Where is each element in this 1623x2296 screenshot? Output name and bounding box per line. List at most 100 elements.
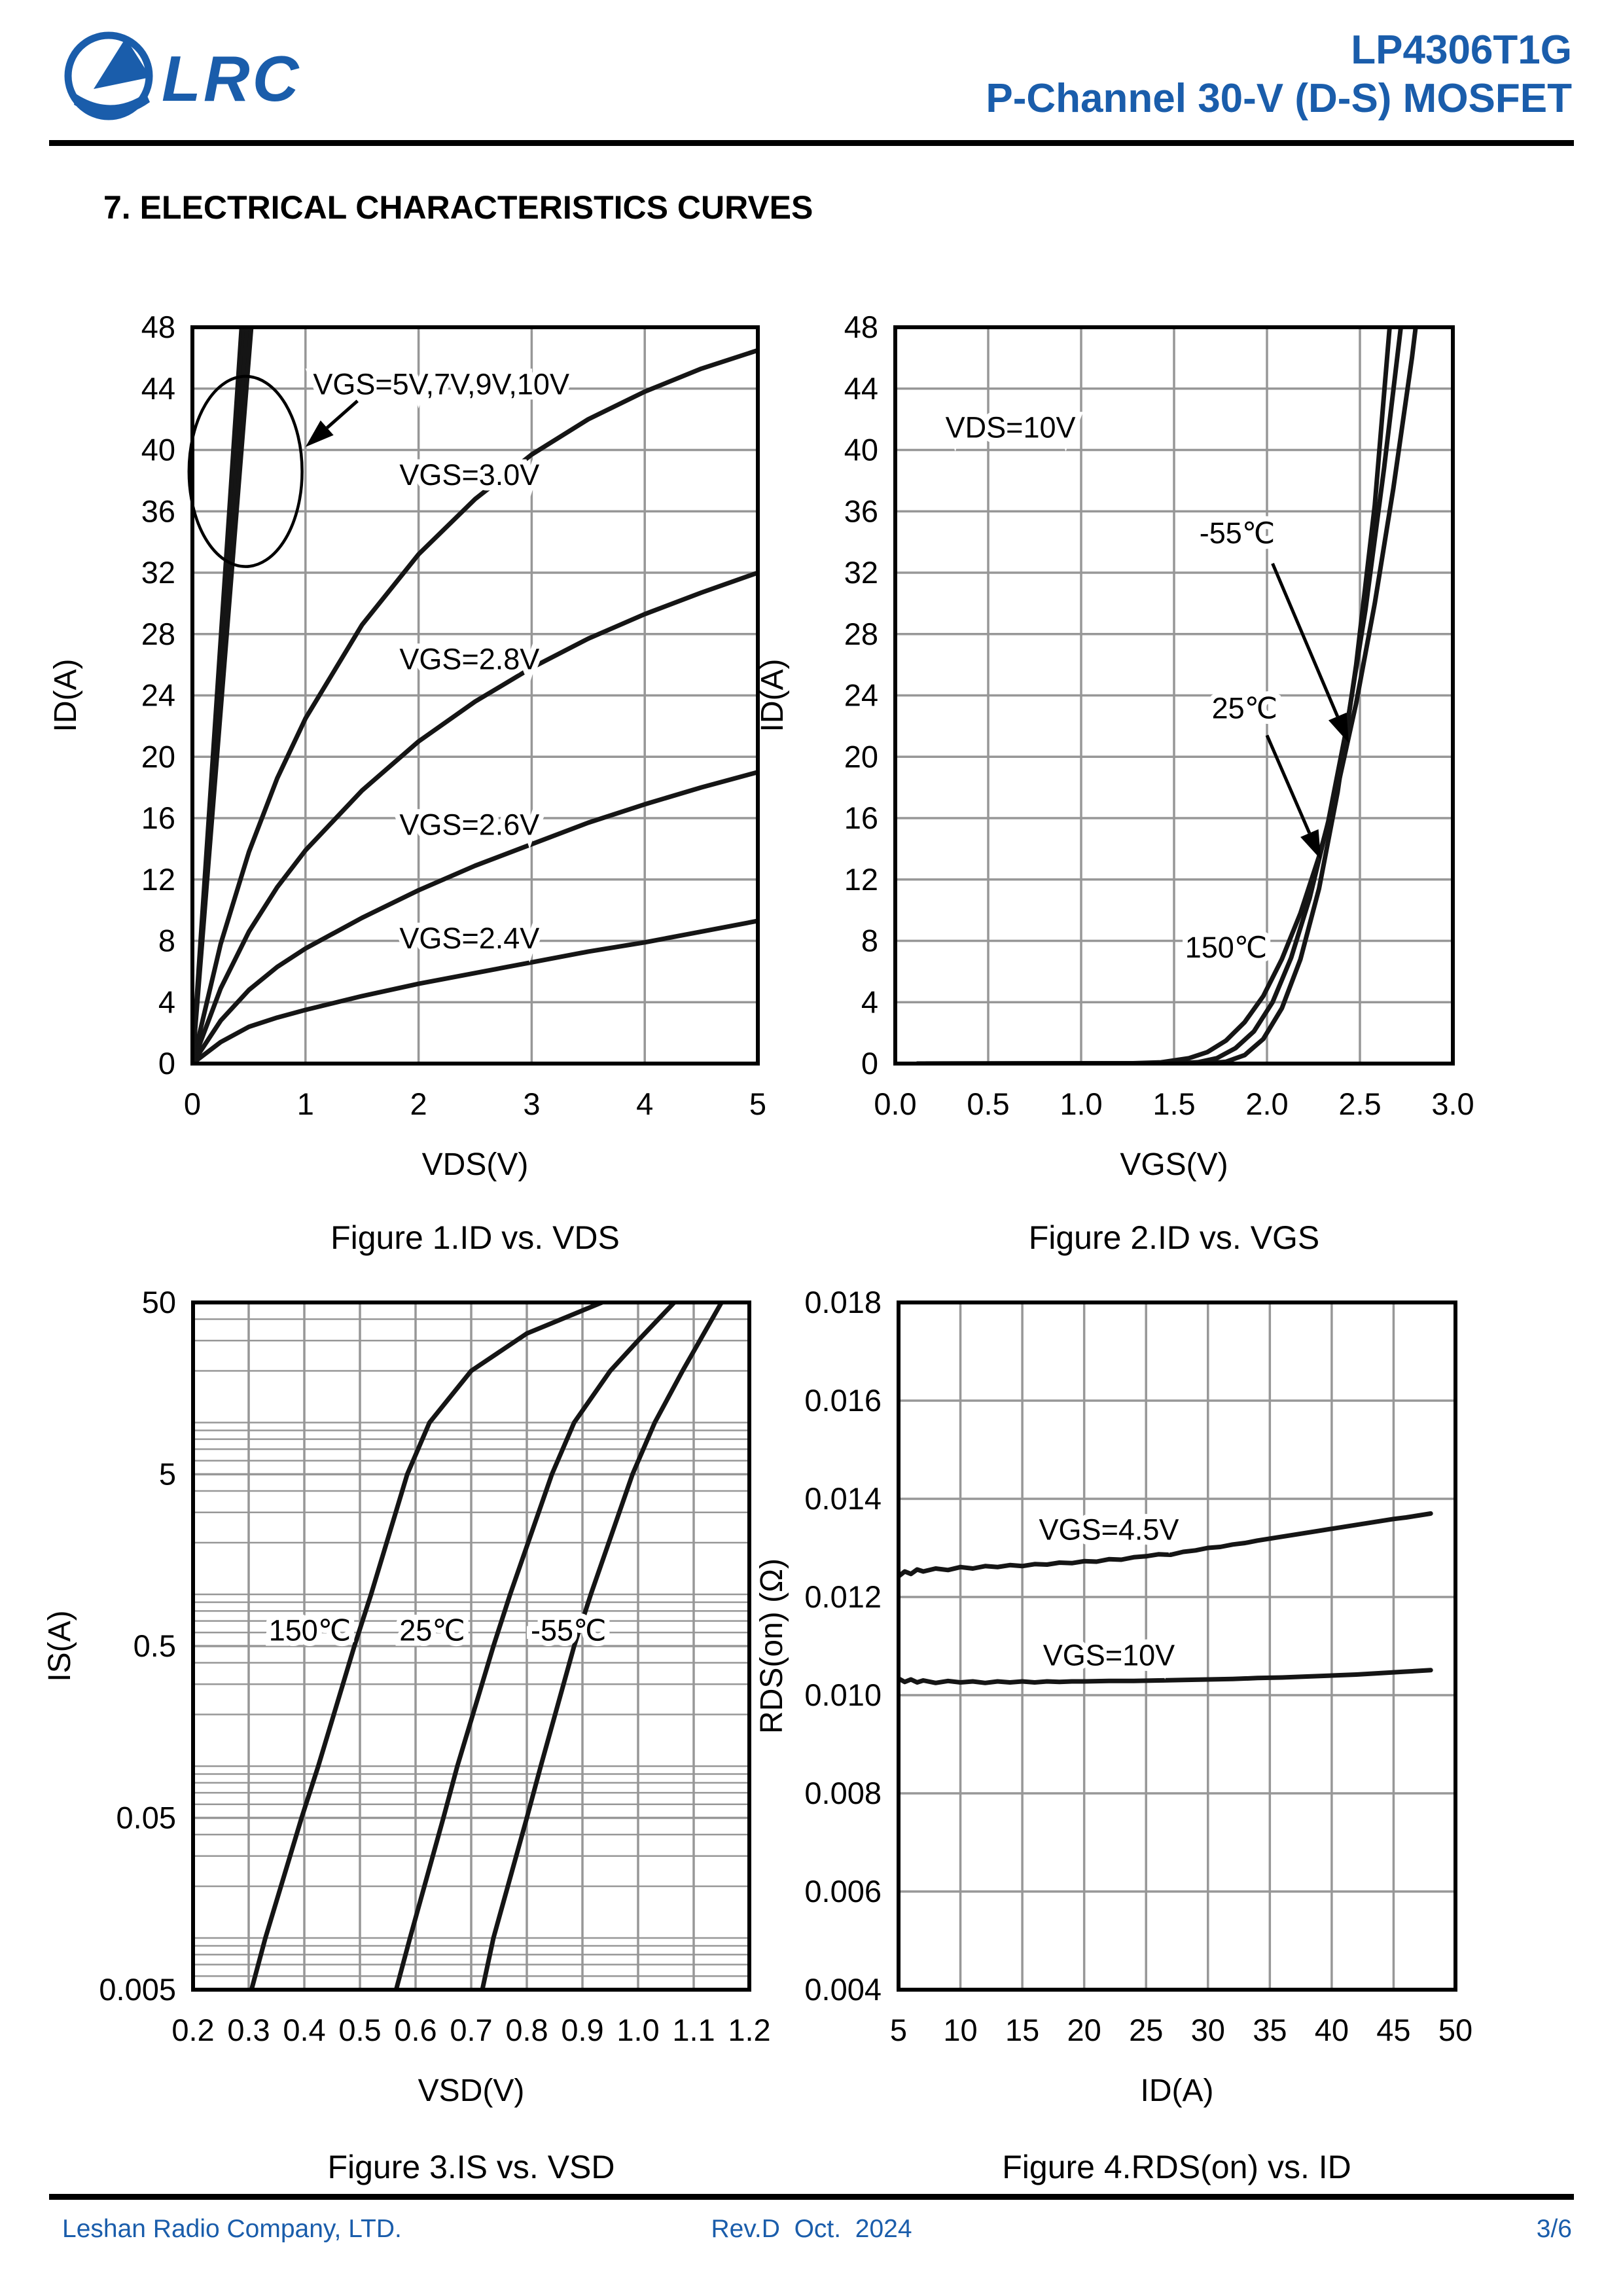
y-axis-label: IS(A) [43, 1610, 77, 1681]
curve-label: VGS=3.0V [399, 458, 539, 492]
x-tick-label: 0.4 [283, 2013, 325, 2047]
y-axis-label: RDS(on) (Ω) [755, 1558, 789, 1734]
annotation-arrow-line [326, 399, 359, 429]
y-tick-label: 16 [844, 800, 878, 835]
section-title: 7. ELECTRICAL CHARACTERISTICS CURVES [103, 189, 813, 226]
x-tick-label: 0.5 [338, 2013, 381, 2047]
curve-label: VGS=2.6V [399, 808, 539, 841]
annotation-arrowhead-icon [305, 420, 334, 447]
curve-label: 25℃ [399, 1613, 465, 1647]
y-tick-label: 44 [141, 371, 175, 406]
y-tick-label: 48 [844, 310, 878, 344]
footer-company: Leshan Radio Company, LTD. [62, 2215, 402, 2243]
y-tick-label: 36 [141, 493, 175, 528]
x-tick-label: 0.2 [171, 2013, 214, 2047]
curve-VGS=2.8V [192, 570, 758, 1064]
x-tick-label: 0.3 [227, 2013, 270, 2047]
annotation-arrowhead-icon [1300, 829, 1321, 860]
curve-label: VGS=5V,7V,9V,10V [313, 368, 569, 401]
x-tick-label: 50 [1438, 2013, 1472, 2047]
y-tick-label: 16 [141, 800, 175, 835]
curve-label: VDS=10V [946, 410, 1076, 444]
x-tick-label: 1.1 [672, 2013, 715, 2047]
lrc-logo: LRC [64, 31, 301, 120]
x-axis-label: VDS(V) [422, 1147, 529, 1182]
fig1-chart: VGS=5V,7V,9V,10V VGS=3.0V VGS=2.8V VGS=2.6V… [48, 310, 766, 1182]
x-tick-label: 4 [636, 1086, 653, 1121]
x-tick-label: 0.9 [561, 2013, 603, 2047]
figure1-caption: Figure 1.ID vs. VDS [330, 1219, 620, 1256]
fig4-chart: VGS=4.5V VGS=10V 5 10 15 20 25 30 35 40 45 50 0.004 0… [755, 1285, 1472, 2108]
y-tick-label: 20 [141, 739, 175, 774]
y-tick-label: 28 [141, 617, 175, 651]
x-axis-label: VSD(V) [418, 2073, 525, 2108]
curve-150℃ [915, 327, 1418, 1064]
y-tick-label: 0.010 [804, 1677, 882, 1712]
x-tick-label: 2.5 [1338, 1086, 1381, 1121]
x-tick-label: 15 [1005, 2013, 1039, 2047]
curve-VGS=3.0V [192, 348, 758, 1064]
annotation-arrow-line [1265, 734, 1311, 834]
y-tick-label: 12 [141, 862, 175, 897]
y-tick-label: 0.05 [116, 1801, 176, 1835]
plot-border [893, 325, 1455, 1066]
x-tick-label: 25 [1129, 2013, 1163, 2047]
curve-VGS=2.6V [192, 770, 758, 1064]
footer-divider [49, 2194, 1574, 2200]
y-tick-label: 0.006 [804, 1874, 882, 1909]
plot-border [191, 1300, 751, 1992]
curve-VGS=10V [899, 1668, 1433, 1685]
curve-label: VGS=2.8V [399, 642, 539, 675]
x-tick-label: 0.8 [505, 2013, 548, 2047]
curve-VGS=5V [192, 327, 254, 1064]
figure4-caption: Figure 4.RDS(on) vs. ID [1002, 2149, 1351, 2185]
x-tick-label: 0.6 [394, 2013, 437, 2047]
y-tick-label: 0.5 [134, 1628, 176, 1663]
curve-label: -55℃ [1200, 516, 1275, 550]
part-subtitle: P-Channel 30-V (D-S) MOSFET [986, 76, 1572, 121]
x-tick-label: 5 [890, 2013, 907, 2047]
y-axis-label: ID(A) [755, 659, 790, 732]
x-tick-label: 3.0 [1431, 1086, 1474, 1121]
x-axis-label: VGS(V) [1120, 1147, 1228, 1182]
annotation-ellipse [187, 374, 304, 568]
x-tick-label: 10 [943, 2013, 977, 2047]
y-tick-label: 8 [158, 924, 175, 958]
x-tick-label: 0.5 [967, 1086, 1009, 1121]
y-tick-label: 0.018 [804, 1285, 882, 1319]
header-title-block: LP4306T1G P-Channel 30-V (D-S) MOSFET [986, 26, 1572, 123]
curve-label: 25℃ [1212, 691, 1278, 725]
y-tick-label: 0.014 [804, 1481, 882, 1516]
x-tick-label: 1.5 [1152, 1086, 1195, 1121]
x-tick-label: 2 [410, 1086, 427, 1121]
curve-label: 150℃ [1185, 931, 1268, 964]
x-tick-label: 35 [1253, 2013, 1287, 2047]
y-tick-label: 4 [861, 984, 878, 1019]
x-tick-label: 20 [1067, 2013, 1101, 2047]
logo-text: LRC [162, 43, 301, 115]
y-tick-label: 32 [141, 555, 175, 590]
y-tick-label: 0.005 [99, 1972, 176, 2007]
curve-label: VGS=10V [1043, 1639, 1175, 1672]
y-tick-label: 44 [844, 371, 878, 406]
x-tick-label: 1.0 [616, 2013, 659, 2047]
curve-label: VGS=2.4V [399, 922, 539, 955]
x-axis-label: ID(A) [1141, 2073, 1214, 2108]
y-tick-label: 24 [844, 678, 878, 713]
y-tick-label: 20 [844, 739, 878, 774]
curve-VGS=2.4V [192, 918, 758, 1064]
fig3-chart: 150℃ 25℃ -55℃ 0.2 0.3 0.4 0.5 0.6 0.7 0.8 0.9 1.0 1.… [43, 1285, 771, 2108]
plot-border [190, 325, 760, 1066]
y-tick-label: 0.012 [804, 1579, 882, 1614]
y-tick-label: 5 [159, 1457, 176, 1492]
y-tick-label: 0 [861, 1046, 878, 1081]
y-tick-label: 4 [158, 984, 175, 1019]
y-tick-label: 28 [844, 617, 878, 651]
curve-label: 150℃ [269, 1613, 351, 1647]
x-tick-label: 0.7 [450, 2013, 492, 2047]
x-tick-label: 30 [1191, 2013, 1225, 2047]
footer-revision: Rev.D Oct. 2024 [711, 2215, 912, 2243]
annotation-arrow-line [1271, 562, 1340, 717]
